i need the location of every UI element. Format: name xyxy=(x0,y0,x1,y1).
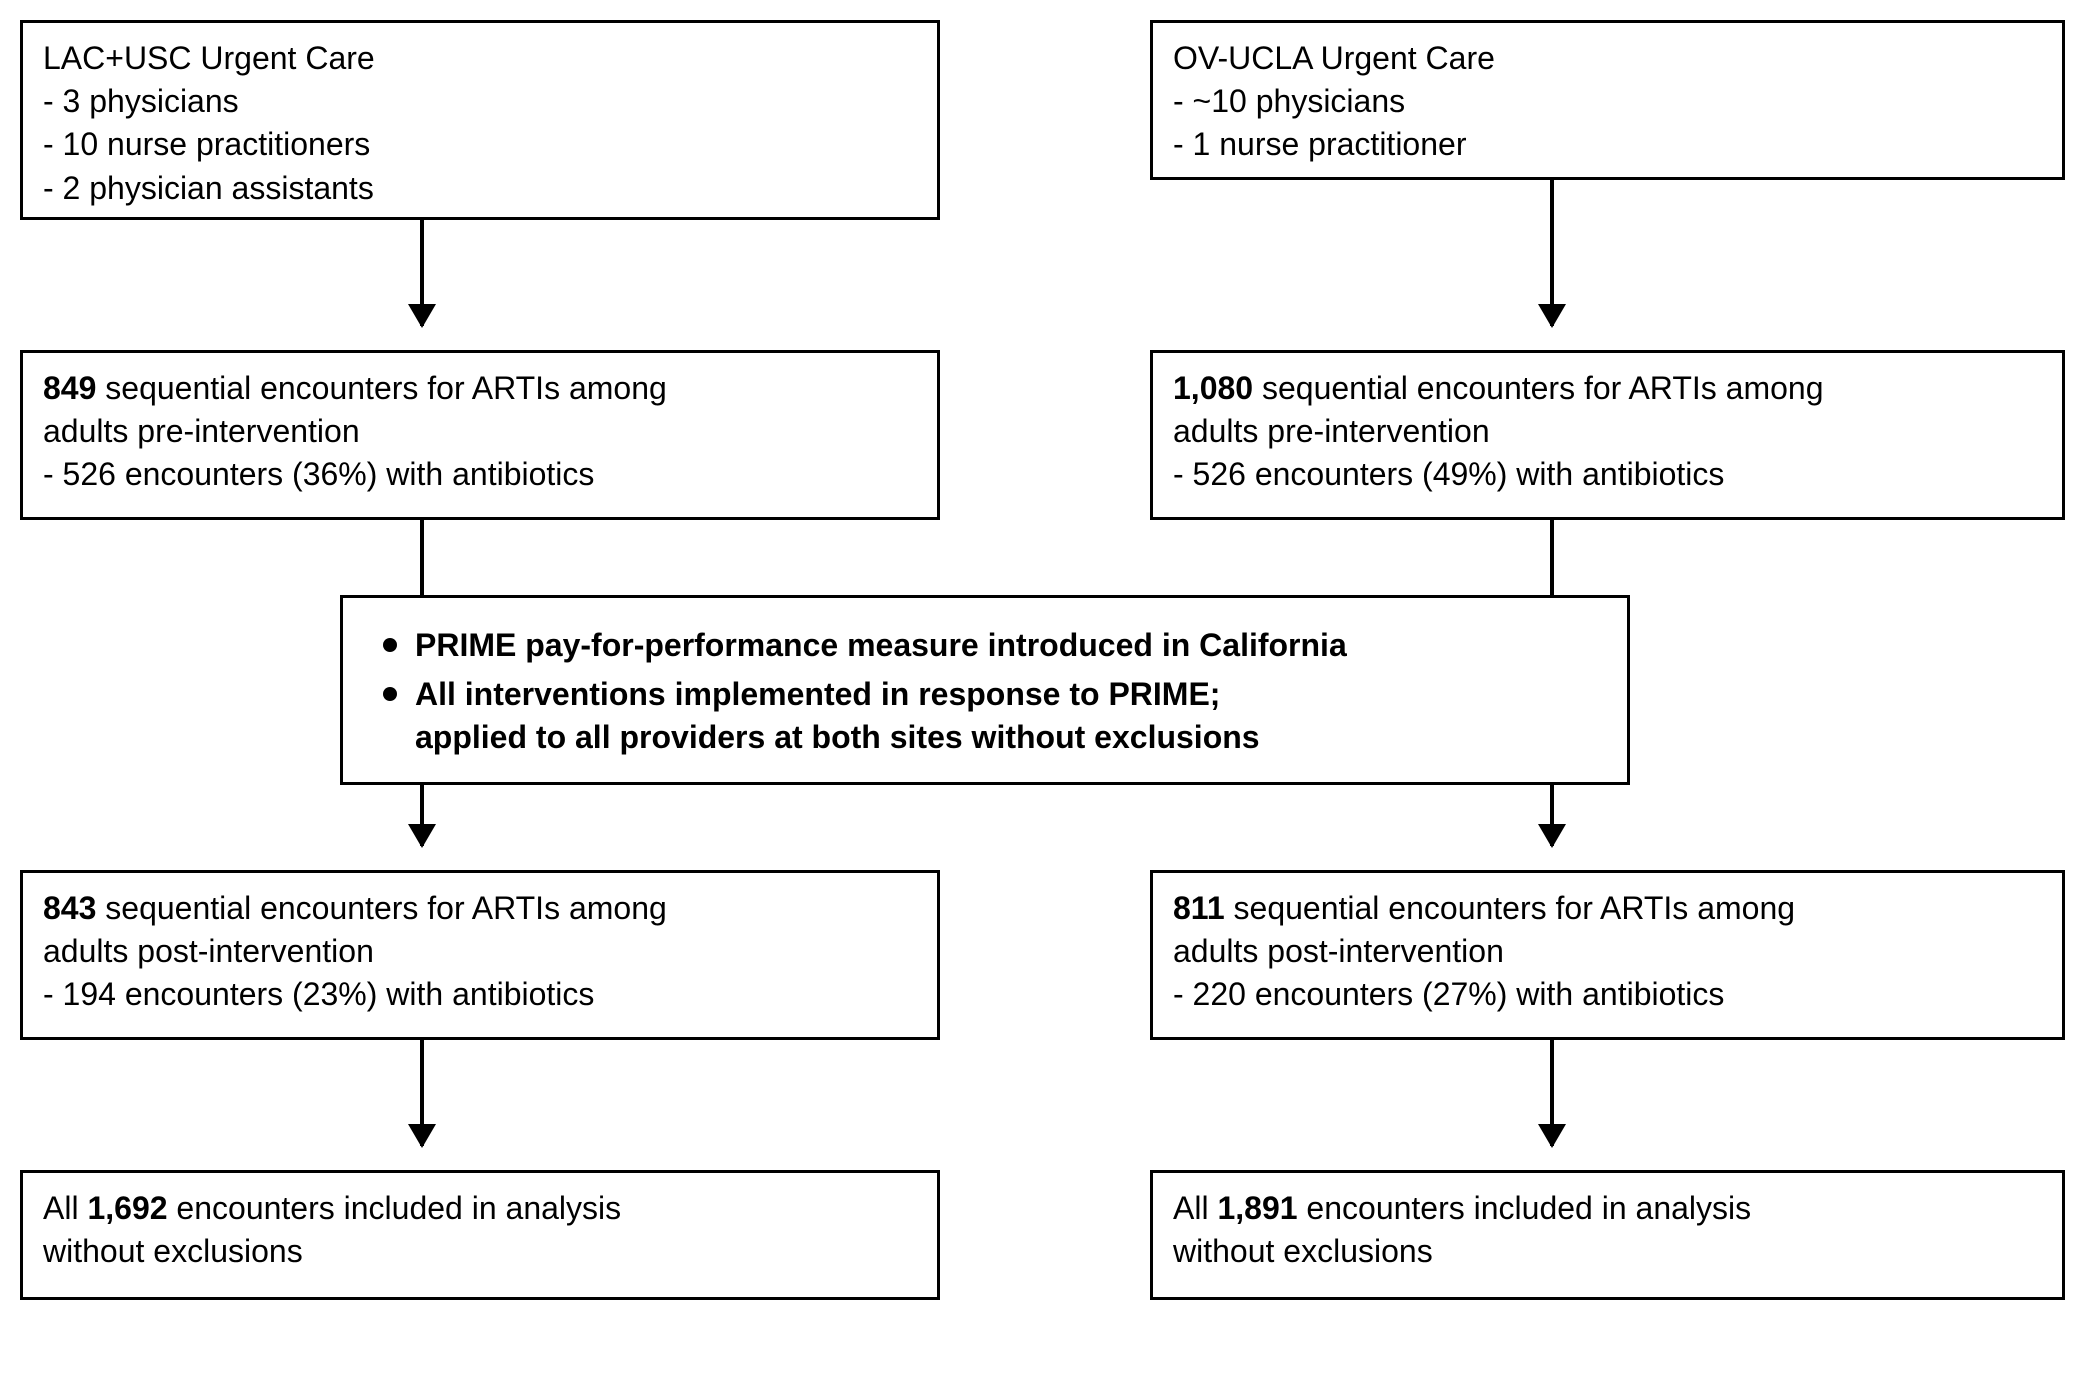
center-bullet-2-text: All interventions implemented in respons… xyxy=(415,673,1260,759)
left-pre-line1: 849 sequential encounters for ARTIs amon… xyxy=(43,367,917,410)
left-total-pre: All xyxy=(43,1190,87,1226)
left-pre-sub: - 526 encounters (36%) with antibiotics xyxy=(43,453,917,496)
arrow-right-1 xyxy=(1550,180,1554,326)
right-post-line1: 811 sequential encounters for ARTIs amon… xyxy=(1173,887,2042,930)
flowchart: LAC+USC Urgent Care - 3 physicians - 10 … xyxy=(20,20,2065,1353)
right-pre-box: 1,080 sequential encounters for ARTIs am… xyxy=(1150,350,2065,520)
arrow-right-3 xyxy=(1550,1040,1554,1146)
right-post-box: 811 sequential encounters for ARTIs amon… xyxy=(1150,870,2065,1040)
right-site-line1: - ~10 physicians xyxy=(1173,80,2042,123)
right-pre-line1: 1,080 sequential encounters for ARTIs am… xyxy=(1173,367,2042,410)
left-post-text2: adults post-intervention xyxy=(43,930,917,973)
left-total-box: All 1,692 encounters included in analysi… xyxy=(20,1170,940,1300)
center-bullet-2b: applied to all providers at both sites w… xyxy=(415,716,1260,759)
left-total-post: encounters included in analysis xyxy=(168,1190,622,1226)
left-site-line2: - 10 nurse practitioners xyxy=(43,123,917,166)
left-pre-box: 849 sequential encounters for ARTIs amon… xyxy=(20,350,940,520)
center-box: PRIME pay-for-performance measure introd… xyxy=(340,595,1630,785)
left-pre-text1: sequential encounters for ARTIs among xyxy=(96,370,666,406)
center-bullet-1-text: PRIME pay-for-performance measure introd… xyxy=(415,624,1347,667)
left-total-count: 1,692 xyxy=(87,1190,167,1226)
arrow-left-3 xyxy=(420,1040,424,1146)
right-total-count: 1,891 xyxy=(1217,1190,1297,1226)
right-total-line2: without exclusions xyxy=(1173,1230,2042,1273)
center-bullet-2: All interventions implemented in respons… xyxy=(383,673,1587,759)
left-post-box: 843 sequential encounters for ARTIs amon… xyxy=(20,870,940,1040)
right-pre-text1: sequential encounters for ARTIs among xyxy=(1253,370,1823,406)
left-pre-count: 849 xyxy=(43,370,96,406)
right-total-box: All 1,891 encounters included in analysi… xyxy=(1150,1170,2065,1300)
left-total-line2: without exclusions xyxy=(43,1230,917,1273)
left-post-text1: sequential encounters for ARTIs among xyxy=(96,890,666,926)
center-bullet-2a: All interventions implemented in respons… xyxy=(415,673,1260,716)
left-pre-text2: adults pre-intervention xyxy=(43,410,917,453)
center-bullet-1: PRIME pay-for-performance measure introd… xyxy=(383,624,1587,667)
right-total-pre: All xyxy=(1173,1190,1217,1226)
right-post-sub: - 220 encounters (27%) with antibiotics xyxy=(1173,973,2042,1016)
left-site-line3: - 2 physician assistants xyxy=(43,167,917,210)
right-pre-count: 1,080 xyxy=(1173,370,1253,406)
left-post-sub: - 194 encounters (23%) with antibiotics xyxy=(43,973,917,1016)
right-post-text2: adults post-intervention xyxy=(1173,930,2042,973)
right-post-text1: sequential encounters for ARTIs among xyxy=(1225,890,1795,926)
bullet-icon xyxy=(383,687,397,701)
left-total-line1: All 1,692 encounters included in analysi… xyxy=(43,1187,917,1230)
right-total-line1: All 1,891 encounters included in analysi… xyxy=(1173,1187,2042,1230)
right-pre-sub: - 526 encounters (49%) with antibiotics xyxy=(1173,453,2042,496)
left-post-line1: 843 sequential encounters for ARTIs amon… xyxy=(43,887,917,930)
right-site-box: OV-UCLA Urgent Care - ~10 physicians - 1… xyxy=(1150,20,2065,180)
left-site-box: LAC+USC Urgent Care - 3 physicians - 10 … xyxy=(20,20,940,220)
right-post-count: 811 xyxy=(1173,890,1225,926)
left-site-title: LAC+USC Urgent Care xyxy=(43,37,917,80)
right-site-title: OV-UCLA Urgent Care xyxy=(1173,37,2042,80)
right-site-line2: - 1 nurse practitioner xyxy=(1173,123,2042,166)
right-total-post: encounters included in analysis xyxy=(1298,1190,1752,1226)
right-pre-text2: adults pre-intervention xyxy=(1173,410,2042,453)
left-site-line1: - 3 physicians xyxy=(43,80,917,123)
arrow-left-1 xyxy=(420,220,424,326)
bullet-icon xyxy=(383,638,397,652)
left-post-count: 843 xyxy=(43,890,96,926)
